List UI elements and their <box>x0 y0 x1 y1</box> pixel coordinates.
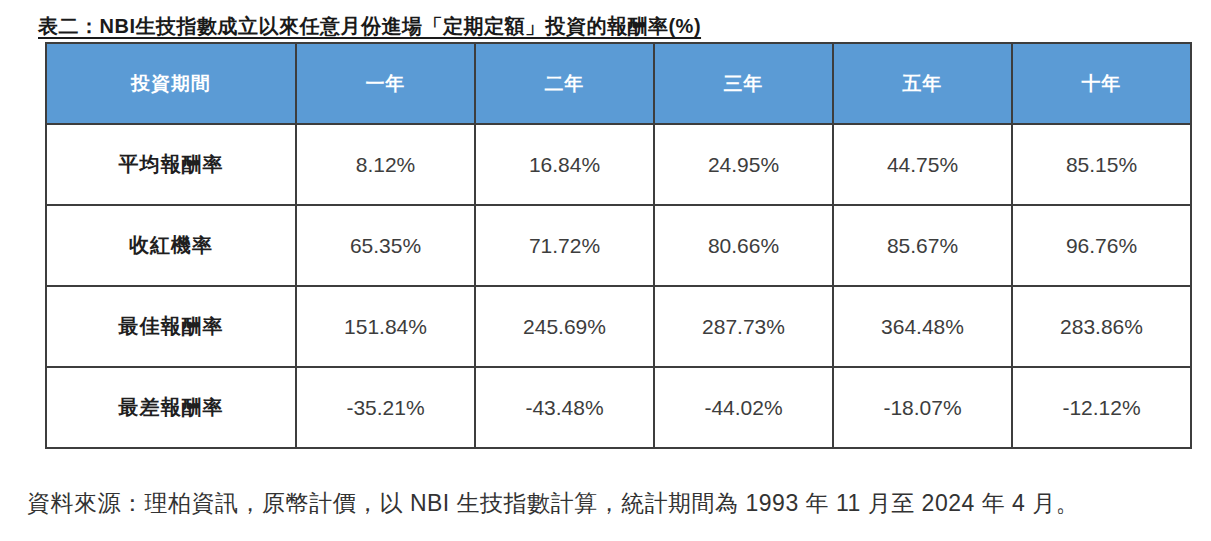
cell-value: 65.35% <box>296 205 475 286</box>
column-header: 投資期間 <box>46 43 296 124</box>
row-label: 收紅機率 <box>46 205 296 286</box>
returns-table: 投資期間一年二年三年五年十年 平均報酬率8.12%16.84%24.95%44.… <box>45 42 1192 449</box>
cell-value: 16.84% <box>475 124 654 205</box>
cell-value: 80.66% <box>654 205 833 286</box>
cell-value: 151.84% <box>296 286 475 367</box>
cell-value: 85.67% <box>833 205 1012 286</box>
cell-value: 245.69% <box>475 286 654 367</box>
cell-value: 8.12% <box>296 124 475 205</box>
column-header: 二年 <box>475 43 654 124</box>
row-label: 最佳報酬率 <box>46 286 296 367</box>
cell-value: 287.73% <box>654 286 833 367</box>
cell-value: 364.48% <box>833 286 1012 367</box>
cell-value: 24.95% <box>654 124 833 205</box>
row-label: 平均報酬率 <box>46 124 296 205</box>
table-row: 最佳報酬率151.84%245.69%287.73%364.48%283.86% <box>46 286 1191 367</box>
cell-value: 44.75% <box>833 124 1012 205</box>
table-header-row: 投資期間一年二年三年五年十年 <box>46 43 1191 124</box>
cell-value: 283.86% <box>1012 286 1191 367</box>
document-page: 表二：NBI生技指數成立以來任意月份進場「定期定額」投資的報酬率(%) 投資期間… <box>0 0 1211 541</box>
table-row: 最差報酬率-35.21%-43.48%-44.02%-18.07%-12.12% <box>46 367 1191 448</box>
cell-value: -35.21% <box>296 367 475 448</box>
table-row: 平均報酬率8.12%16.84%24.95%44.75%85.15% <box>46 124 1191 205</box>
table-title: 表二：NBI生技指數成立以來任意月份進場「定期定額」投資的報酬率(%) <box>38 13 701 40</box>
cell-value: 96.76% <box>1012 205 1191 286</box>
column-header: 十年 <box>1012 43 1191 124</box>
cell-value: -43.48% <box>475 367 654 448</box>
column-header: 五年 <box>833 43 1012 124</box>
cell-value: -18.07% <box>833 367 1012 448</box>
source-note: 資料來源：理柏資訊，原幣計價，以 NBI 生技指數計算，統計期間為 1993 年… <box>27 488 1079 519</box>
table-row: 收紅機率65.35%71.72%80.66%85.67%96.76% <box>46 205 1191 286</box>
cell-value: 71.72% <box>475 205 654 286</box>
cell-value: 85.15% <box>1012 124 1191 205</box>
column-header: 三年 <box>654 43 833 124</box>
cell-value: -12.12% <box>1012 367 1191 448</box>
column-header: 一年 <box>296 43 475 124</box>
cell-value: -44.02% <box>654 367 833 448</box>
row-label: 最差報酬率 <box>46 367 296 448</box>
